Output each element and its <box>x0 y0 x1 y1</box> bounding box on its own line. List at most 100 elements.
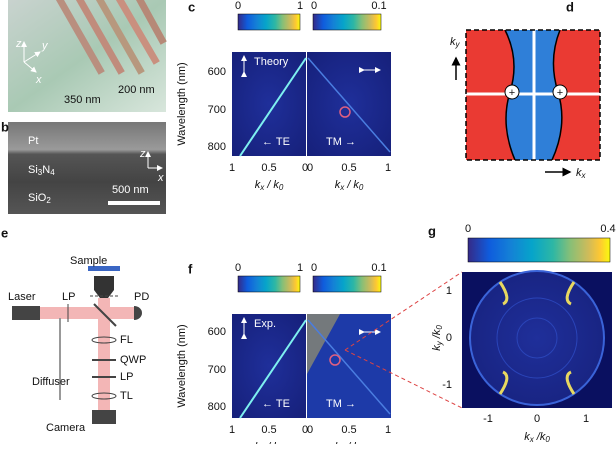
x-axis-label: kx / k0 <box>255 179 284 192</box>
frame <box>465 29 601 161</box>
x-axis-label: kx / k0 <box>335 179 364 192</box>
colorbar <box>467 237 611 263</box>
panel-a: z y x 350 nm 200 nm <box>8 0 167 112</box>
x-tick-label: 0.5 <box>341 424 356 436</box>
x-tick-label: 1 <box>583 413 589 425</box>
part-label: Diffuser <box>32 376 70 388</box>
x-tick-label: 1 <box>385 424 391 436</box>
colorbar-label: 0 <box>311 0 317 12</box>
y-tick-label: 0 <box>446 332 452 344</box>
y-axis-label: ky /k0 <box>431 325 444 351</box>
camera <box>92 410 116 424</box>
axis-label: z <box>139 148 146 160</box>
colorbar <box>237 13 301 31</box>
objective <box>94 276 114 298</box>
colorbar-label: 0 <box>235 0 241 12</box>
part-label: LP <box>120 371 133 383</box>
x-tick-label: 0 <box>534 413 540 425</box>
part-label: Laser <box>8 291 36 303</box>
colorbar-label: 0.1 <box>371 0 386 12</box>
part-label: PD <box>134 291 149 303</box>
x-tick-label: 0.5 <box>261 424 276 436</box>
panel-g: g 0 0.4 1 0 -1 -1 0 1 ky /k0 kx /k0 <box>344 223 616 444</box>
fringe <box>496 297 578 379</box>
lens <box>91 392 117 400</box>
colorbar-label: 0.4 <box>600 223 615 235</box>
beam <box>98 298 110 410</box>
x-tick-label: 0 <box>307 424 313 436</box>
scale-bar <box>108 201 160 205</box>
label-part: k <box>335 179 341 191</box>
y-tick-label: 600 <box>208 66 226 78</box>
layer-label: Si3N4 <box>28 164 55 177</box>
colorbar-label: 1 <box>297 262 303 274</box>
label-part: / k <box>264 179 279 191</box>
axis-arrow <box>23 61 37 73</box>
panel-d: d + + ky kx <box>450 0 601 180</box>
panel-letter: f <box>188 261 193 276</box>
axis-label: x <box>157 172 164 184</box>
dimension: 350 nm <box>64 94 101 106</box>
axis-label: y <box>41 40 49 52</box>
x-tick-label: 1 <box>229 162 235 174</box>
colorbar-label: 0.1 <box>371 262 386 274</box>
panel-letter: c <box>188 0 195 14</box>
y-axis-label: Wavelength (nm) <box>176 62 188 145</box>
y-tick-label: 700 <box>208 364 226 376</box>
singularity <box>504 84 520 100</box>
fringe <box>516 317 558 359</box>
tag: Theory <box>254 56 289 68</box>
zoom-line <box>344 349 463 409</box>
colorbar-label: 0 <box>235 262 241 274</box>
part-label: Camera <box>46 422 86 434</box>
x-tick-label: 1 <box>385 162 391 174</box>
x-tick-label: -1 <box>483 413 493 425</box>
label-part: k <box>255 179 261 191</box>
y-tick-label: 800 <box>208 401 226 413</box>
x-tick-label: 0 <box>302 162 308 174</box>
layer-label: Pt <box>28 135 38 147</box>
lens <box>91 336 117 344</box>
axis-label: ky <box>450 36 461 49</box>
y-tick-label: -1 <box>442 379 452 391</box>
mode-line <box>307 57 391 153</box>
mode-label: ← TE <box>262 398 290 410</box>
mode-label: ← TE <box>262 136 290 148</box>
label-part: x <box>339 183 345 192</box>
axis-label: x <box>35 74 42 86</box>
part-label: QWP <box>120 354 146 366</box>
y-axis-label: Wavelength (nm) <box>176 324 188 407</box>
colorbar-label: 0 <box>465 223 471 235</box>
x-tick-label: 1 <box>229 424 235 436</box>
mode-line <box>239 319 307 419</box>
panel-letter: e <box>1 225 8 240</box>
part-label: LP <box>62 291 75 303</box>
laser <box>12 306 40 320</box>
y-tick-label: 600 <box>208 326 226 338</box>
gratings <box>55 0 167 75</box>
colorbar <box>237 275 301 293</box>
marker <box>329 354 341 366</box>
layer-label: SiO2 <box>28 192 51 205</box>
tag: Exp. <box>254 318 276 330</box>
zoom-line <box>344 271 463 351</box>
axis-label: kx <box>576 167 587 180</box>
colorbar <box>312 275 382 293</box>
panel-b: b Pt Si3N4 SiO2 500 nm z x <box>1 119 166 214</box>
panel-letter: g <box>428 223 436 238</box>
x-tick-label: 0.5 <box>341 162 356 174</box>
label-part: / k <box>344 179 359 191</box>
y-tick-label: 700 <box>208 104 226 116</box>
sample <box>88 266 120 271</box>
panel-letter: d <box>566 0 574 14</box>
colorbar-label: 0 <box>311 262 317 274</box>
x-tick-label: 0 <box>307 162 313 174</box>
mode-feature <box>498 281 576 395</box>
mode-label: TM → <box>326 136 356 148</box>
axis-arrow <box>23 51 41 63</box>
colorbar-label: 1 <box>297 0 303 12</box>
part-label: Sample <box>70 255 107 267</box>
label-part: 0 <box>279 183 284 192</box>
